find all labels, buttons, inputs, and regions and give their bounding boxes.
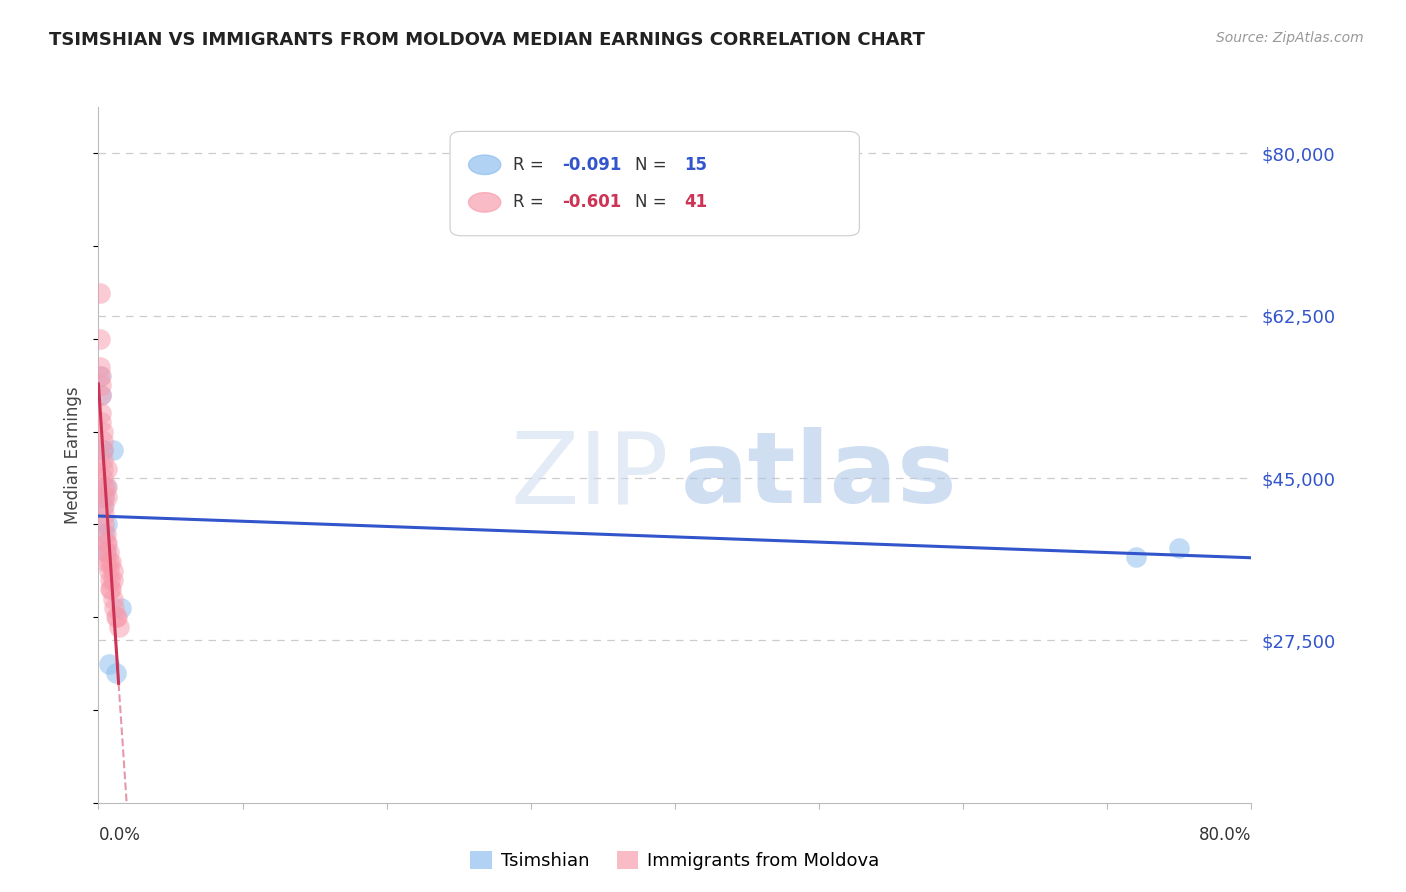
Point (101, 564, 124, 578)
Point (103, 601, 125, 615)
Point (110, 601, 132, 615)
Point (101, 591, 124, 606)
Point (91, 499, 114, 513)
Point (91, 434, 114, 448)
Point (89, 332, 111, 346)
Text: ZIP: ZIP (510, 427, 669, 524)
Point (101, 573, 124, 587)
Point (1125, 549, 1147, 564)
Point (97, 555, 120, 569)
Point (100, 555, 122, 569)
Point (93, 517, 115, 532)
Text: N =: N = (634, 156, 672, 174)
Text: 0.0%: 0.0% (98, 826, 141, 844)
Point (89, 359, 111, 374)
Point (91, 443, 114, 458)
Point (104, 665, 127, 680)
Y-axis label: Median Earnings: Median Earnings (65, 386, 83, 524)
Point (93, 490, 115, 504)
FancyBboxPatch shape (450, 131, 859, 235)
Text: TSIMSHIAN VS IMMIGRANTS FROM MOLDOVA MEDIAN EARNINGS CORRELATION CHART: TSIMSHIAN VS IMMIGRANTS FROM MOLDOVA MED… (49, 31, 925, 49)
Text: -0.601: -0.601 (562, 194, 621, 211)
Text: 41: 41 (685, 194, 707, 211)
Point (96, 480, 118, 494)
Text: R =: R = (513, 156, 550, 174)
Text: atlas: atlas (681, 427, 957, 524)
Circle shape (468, 155, 501, 175)
Point (107, 619, 129, 633)
Point (100, 582, 122, 597)
Point (94, 555, 117, 569)
Point (93, 526, 115, 541)
Point (90, 387, 112, 401)
Point (97, 657, 120, 671)
Point (91, 452, 114, 467)
Point (101, 443, 124, 458)
Point (96, 536, 118, 550)
Text: Source: ZipAtlas.com: Source: ZipAtlas.com (1216, 31, 1364, 45)
Point (96, 517, 118, 532)
Point (89, 369, 111, 384)
Point (1168, 541, 1191, 555)
Point (105, 610, 128, 624)
Circle shape (468, 193, 501, 212)
Point (94, 545, 117, 559)
Legend: Tsimshian, Immigrants from Moldova: Tsimshian, Immigrants from Moldova (463, 844, 887, 877)
Point (91, 471, 114, 485)
Point (98, 573, 121, 587)
Point (91, 443, 114, 458)
Text: R =: R = (513, 194, 550, 211)
Point (90, 387, 112, 401)
Point (97, 564, 120, 578)
Point (90, 378, 112, 392)
Point (93, 480, 115, 494)
Text: 15: 15 (685, 156, 707, 174)
Point (89, 285, 111, 300)
Point (97, 545, 120, 559)
Point (94, 526, 117, 541)
Point (98, 582, 121, 597)
Point (94, 480, 117, 494)
Point (93, 490, 115, 504)
Point (90, 416, 112, 430)
Point (104, 610, 127, 624)
Point (94, 545, 117, 559)
Point (94, 536, 117, 550)
Text: 80.0%: 80.0% (1199, 826, 1251, 844)
Text: -0.091: -0.091 (562, 156, 621, 174)
Point (96, 462, 118, 476)
Point (93, 499, 115, 513)
Point (91, 425, 114, 439)
Point (96, 490, 118, 504)
Point (91, 462, 114, 476)
Point (90, 406, 112, 420)
Point (90, 369, 112, 384)
Text: N =: N = (634, 194, 672, 211)
Point (93, 508, 115, 523)
